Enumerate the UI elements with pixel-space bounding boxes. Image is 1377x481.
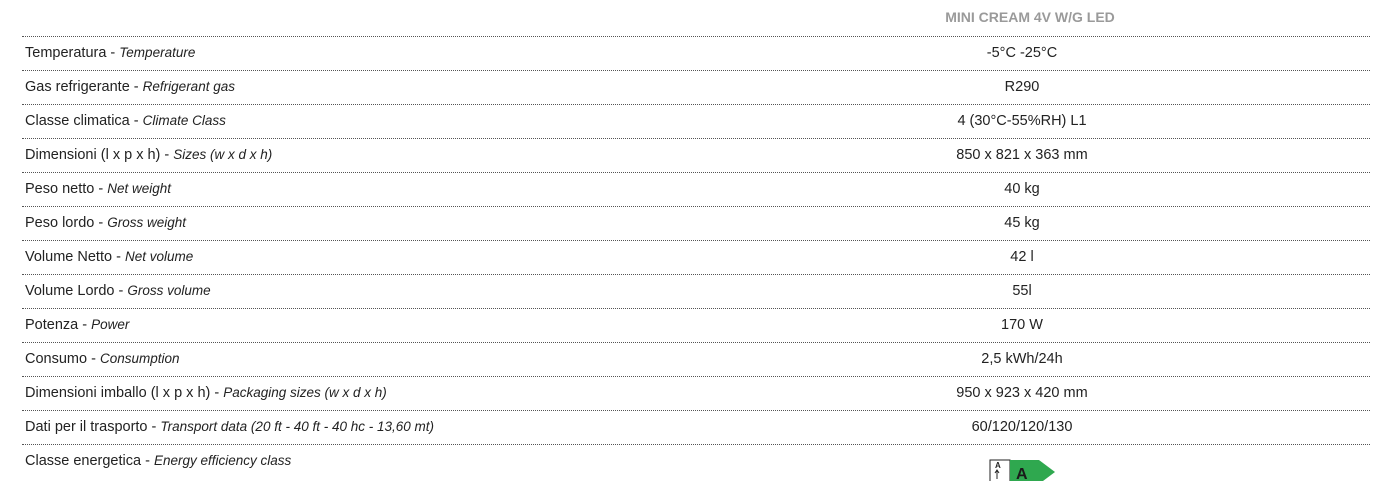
- spec-row: Volume Netto - Net volume 42 l: [22, 240, 1370, 275]
- label-en: Net volume: [124, 249, 194, 264]
- spec-row: Gas refrigerante - Refrigerant gas R290: [22, 70, 1370, 105]
- class-letter: A: [1016, 466, 1028, 481]
- spec-label: Dati per il trasporto - Transport data (…: [25, 419, 434, 435]
- spec-value: -5°C -25°C: [986, 45, 1058, 61]
- label-en: Sizes (w x d x h): [173, 147, 273, 162]
- label-it: Dimensioni imballo (l x p x h): [25, 385, 211, 401]
- spec-value: 40 kg: [1004, 181, 1040, 197]
- label-separator: -: [112, 249, 125, 265]
- spec-label: Peso netto - Net weight: [25, 181, 171, 197]
- label-it: Dati per il trasporto: [25, 419, 148, 435]
- spec-value: 950 x 923 x 420 mm: [956, 385, 1088, 401]
- spec-label: Peso lordo - Gross weight: [25, 215, 186, 231]
- spec-value: 60/120/120/130: [971, 419, 1073, 435]
- spec-value: 45 kg: [1004, 215, 1040, 231]
- label-separator: -: [87, 351, 100, 367]
- label-it: Volume Lordo: [25, 283, 115, 299]
- spec-label: Gas refrigerante - Refrigerant gas: [25, 79, 235, 95]
- spec-label: Classe energetica - Energy efficiency cl…: [25, 453, 291, 469]
- label-separator: -: [114, 283, 128, 299]
- label-it: Volume Netto: [25, 249, 113, 265]
- label-it: Temperatura: [25, 45, 107, 61]
- label-en: Energy efficiency class: [153, 453, 292, 468]
- spec-label: Classe climatica - Climate Class: [25, 113, 226, 129]
- spec-value: 4 (30°C-55%RH) L1: [957, 113, 1087, 129]
- spec-label: Consumo - Consumption: [25, 351, 180, 367]
- label-it: Classe climatica: [25, 113, 130, 129]
- label-it: Peso netto: [25, 181, 95, 197]
- energy-label: AA: [989, 459, 1055, 481]
- label-it: Potenza: [25, 317, 79, 333]
- label-separator: -: [141, 453, 154, 469]
- label-en: Refrigerant gas: [142, 79, 235, 94]
- spec-row: Consumo - Consumption 2,5 kWh/24h: [22, 342, 1370, 377]
- label-en: Gross weight: [107, 215, 186, 230]
- label-separator: -: [129, 79, 143, 95]
- label-en: Transport data (20 ft - 40 ft - 40 hc - …: [160, 419, 435, 434]
- spec-label: Volume Netto - Net volume: [25, 249, 193, 265]
- spec-row: Volume Lordo - Gross volume 55l: [22, 274, 1370, 309]
- label-separator: -: [94, 181, 108, 197]
- column-header: MINI CREAM 4V W/G LED: [945, 9, 1115, 25]
- spec-value: R290: [1004, 79, 1040, 95]
- spec-row: Peso lordo - Gross weight 45 kg: [22, 206, 1370, 241]
- spec-label: Temperatura - Temperature: [25, 45, 195, 61]
- label-separator: -: [210, 385, 224, 401]
- spec-value: 42 l: [1010, 249, 1034, 265]
- label-en: Net weight: [107, 181, 172, 196]
- label-it: Peso lordo: [25, 215, 95, 231]
- label-separator: -: [160, 147, 174, 163]
- label-separator: -: [129, 113, 143, 129]
- spec-row: Dimensioni (l x p x h) - Sizes (w x d x …: [22, 138, 1370, 173]
- spec-row: Dimensioni imballo (l x p x h) - Packagi…: [22, 376, 1370, 411]
- class-arrow: [1010, 460, 1055, 481]
- spec-value: 170 W: [1001, 317, 1043, 333]
- label-separator: -: [106, 45, 120, 61]
- spec-row: Potenza - Power 170 W: [22, 308, 1370, 343]
- label-en: Gross volume: [127, 283, 211, 298]
- spec-value: 2,5 kWh/24h: [981, 351, 1063, 367]
- label-en: Consumption: [99, 351, 180, 366]
- spec-row: Classe climatica - Climate Class 4 (30°C-…: [22, 104, 1370, 139]
- label-separator: -: [147, 419, 161, 435]
- label-en: Packaging sizes (w x d x h): [223, 385, 387, 400]
- spec-label: Dimensioni (l x p x h) - Sizes (w x d x …: [25, 147, 272, 163]
- spec-value: 55l: [1012, 283, 1032, 299]
- spec-label: Potenza - Power: [25, 317, 129, 333]
- spec-label: Dimensioni imballo (l x p x h) - Packagi…: [25, 385, 387, 401]
- label-separator: -: [78, 317, 92, 333]
- spec-value: 850 x 821 x 363 mm: [956, 147, 1088, 163]
- spec-row: Temperatura - Temperature -5°C -25°C: [22, 36, 1370, 71]
- label-en: Power: [91, 317, 130, 332]
- spec-row: Classe energetica - Energy efficiency cl…: [22, 444, 1370, 481]
- spec-label: Volume Lordo - Gross volume: [25, 283, 211, 299]
- label-it: Classe energetica: [25, 453, 142, 469]
- label-separator: -: [94, 215, 108, 231]
- spec-row: Peso netto - Net weight 40 kg: [22, 172, 1370, 207]
- label-it: Consumo: [25, 351, 88, 367]
- label-en: Temperature: [119, 45, 196, 60]
- spec-row: Dati per il trasporto - Transport data (…: [22, 410, 1370, 445]
- label-it: Gas refrigerante: [25, 79, 130, 95]
- scale-letter: A: [995, 461, 1001, 470]
- label-en: Climate Class: [142, 113, 226, 128]
- label-it: Dimensioni (l x p x h): [25, 147, 161, 163]
